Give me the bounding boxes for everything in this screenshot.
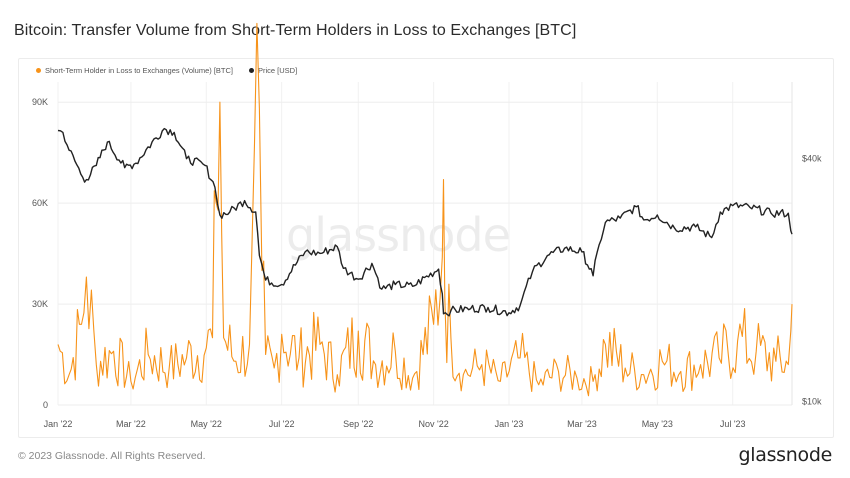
legend-dot-price [249,68,254,73]
x-tick-label-4: Sep '22 [343,419,373,429]
right-tick-label-0: $10k [802,396,822,406]
left-tick-label-1: 30K [32,299,48,309]
x-tick-label-2: May '22 [191,419,222,429]
legend-label-volume: Short-Term Holder in Loss to Exchanges (… [45,66,233,75]
x-tick-label-6: Jan '23 [495,419,524,429]
x-tick-label-8: May '23 [642,419,673,429]
glassnode-logo[interactable]: glassnode [738,444,833,466]
left-tick-label-0: 0 [43,400,48,410]
legend-item-price[interactable]: Price [USD] [249,66,297,75]
left-tick-label-3: 90K [32,97,48,107]
legend-item-volume[interactable]: Short-Term Holder in Loss to Exchanges (… [36,66,233,75]
series-line-price [57,127,793,317]
x-tick-label-5: Nov '22 [419,419,449,429]
x-tick-label-3: Jul '22 [269,419,295,429]
left-tick-label-2: 60K [32,198,48,208]
x-tick-label-9: Jul '23 [720,419,746,429]
legend: Short-Term Holder in Loss to Exchanges (… [36,66,297,75]
x-tick-label-1: Mar '22 [116,419,146,429]
legend-dot-volume [36,68,41,73]
series-line-volume [57,22,793,397]
x-tick-label-7: Mar '23 [567,419,597,429]
legend-label-price: Price [USD] [258,66,298,75]
right-tick-label-1: $40k [802,154,822,164]
x-tick-label-0: Jan '22 [44,419,73,429]
copyright-text: © 2023 Glassnode. All Rights Reserved. [18,450,206,462]
chart-title: Bitcoin: Transfer Volume from Short-Term… [14,22,577,39]
